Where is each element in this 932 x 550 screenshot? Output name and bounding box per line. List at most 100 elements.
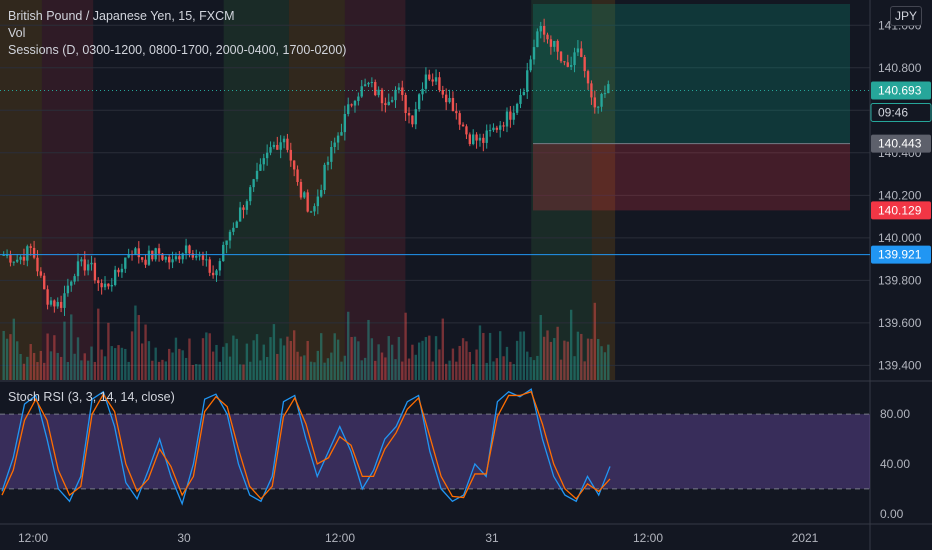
volume-bar <box>401 361 404 380</box>
volume-bar <box>536 355 539 380</box>
volume-bar <box>323 362 326 380</box>
candle-body <box>553 40 556 47</box>
volume-bar <box>19 353 22 380</box>
candle-body <box>421 88 424 95</box>
volume-bar <box>161 359 164 380</box>
candle-body <box>80 259 83 262</box>
volume-bar <box>73 353 76 380</box>
horizontal-line[interactable] <box>0 90 870 256</box>
candle-body <box>19 256 22 260</box>
volume-bar <box>282 345 286 380</box>
volume-bar <box>347 311 350 380</box>
candle-body <box>137 248 140 258</box>
volume-bar <box>309 361 313 380</box>
volume-bar <box>607 344 610 380</box>
candle-body <box>377 89 380 96</box>
volume-bar <box>306 340 309 380</box>
candle-body <box>428 74 431 80</box>
candle-body <box>384 103 387 105</box>
volume-bar <box>529 357 532 380</box>
volume-bar <box>134 305 137 380</box>
candle-body <box>515 103 519 113</box>
candle-body <box>276 144 279 150</box>
time-axis[interactable]: 12:00 30 12:00 31 12:00 2021 <box>18 531 819 545</box>
candle-body <box>245 201 249 210</box>
candle-body <box>495 127 499 130</box>
candle-body <box>374 82 377 96</box>
volume-bar <box>357 341 360 380</box>
session-band-6 <box>591 0 616 380</box>
candle-body <box>59 301 63 308</box>
price-label-entry: 140.443 <box>878 137 922 151</box>
volume-bar <box>461 338 465 380</box>
volume-bar <box>556 326 559 380</box>
candle-body <box>12 261 16 263</box>
volume-bar <box>333 333 336 380</box>
position-profit-zone <box>533 4 850 144</box>
candle-body <box>313 206 316 212</box>
candle-body <box>326 161 330 165</box>
candle-body <box>110 284 113 287</box>
candle-body <box>211 272 215 276</box>
volume-bar <box>532 360 536 380</box>
candle-body <box>323 164 326 191</box>
candle-body <box>407 113 411 116</box>
volume-bar <box>127 361 130 380</box>
volume-bar <box>549 341 553 380</box>
price-tick-8: 139.400 <box>878 358 922 372</box>
candle-body <box>488 130 492 132</box>
candle-body <box>228 231 232 241</box>
candle-body <box>390 100 394 102</box>
candle-body <box>63 293 66 308</box>
price-axis[interactable]: 141.000140.800140.600140.400140.200140.0… <box>870 18 932 521</box>
price-label-last: 140.693 <box>878 84 922 98</box>
currency-button[interactable]: JPY <box>890 6 922 26</box>
candle-body <box>168 256 171 263</box>
candle-body <box>411 115 414 125</box>
candle-body <box>26 246 29 261</box>
volume-bar <box>542 336 546 380</box>
candle-body <box>414 109 417 125</box>
candle-body <box>509 111 512 120</box>
volume-bar <box>603 352 607 380</box>
volume-bar <box>441 318 444 380</box>
volume-bar <box>580 333 583 380</box>
volume-bar <box>171 352 174 380</box>
session-shading <box>0 0 616 380</box>
volume-bar <box>140 343 144 380</box>
volume-bar <box>147 341 151 380</box>
volume-bar <box>103 356 107 380</box>
volume-bar <box>178 348 181 380</box>
volume-bar <box>208 333 211 380</box>
volume-bar <box>411 344 414 380</box>
volume-bar <box>120 347 124 380</box>
candle-body <box>205 259 208 261</box>
volume-bar <box>36 362 39 380</box>
volume-bar <box>80 360 83 380</box>
candle-body <box>56 301 59 307</box>
candle-body <box>465 126 468 135</box>
candle-body <box>431 79 434 82</box>
candle-body <box>272 144 276 148</box>
price-tick-1: 140.800 <box>878 61 922 75</box>
volume-bar <box>370 338 374 380</box>
session-band-3 <box>288 0 345 380</box>
time-tick-5: 2021 <box>792 531 819 545</box>
volume-bar <box>26 356 29 380</box>
candle-body <box>100 283 103 288</box>
volume-bar <box>252 340 255 380</box>
candle-body <box>485 130 488 143</box>
volume-bar <box>272 324 276 380</box>
candle-body <box>215 270 218 276</box>
candle-body <box>387 101 390 105</box>
candle-body <box>195 255 198 258</box>
candle-body <box>232 227 235 232</box>
long-position-tool[interactable] <box>533 4 850 211</box>
volume-bar <box>374 360 377 380</box>
volume-bar <box>428 335 431 380</box>
candle-body <box>292 160 296 170</box>
volume-bar <box>12 318 16 380</box>
volume-bar <box>512 364 515 380</box>
volume-bar <box>458 345 461 380</box>
